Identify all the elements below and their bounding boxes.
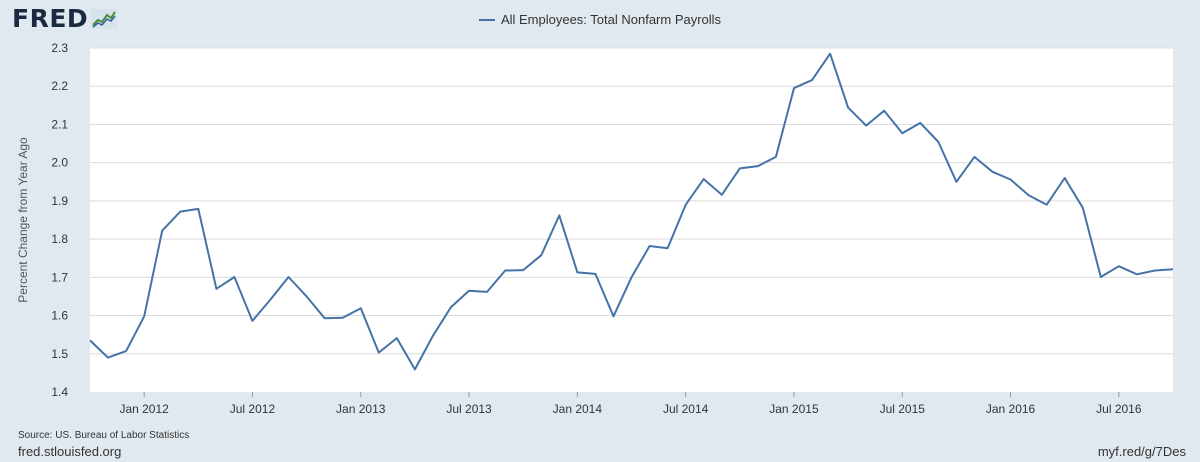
data-point[interactable] [124, 349, 129, 354]
data-point[interactable] [575, 270, 580, 275]
data-point[interactable] [755, 164, 760, 169]
data-point[interactable] [160, 228, 165, 233]
data-point[interactable] [593, 271, 598, 276]
y-tick-label: 1.7 [51, 270, 68, 284]
legend-swatch [478, 18, 495, 21]
y-tick-label: 1.8 [51, 232, 68, 246]
chart-legend: All Employees: Total Nonfarm Payrolls [0, 12, 1200, 27]
logo-text: FRED [12, 4, 89, 33]
data-point[interactable] [936, 140, 941, 145]
data-point[interactable] [485, 289, 490, 294]
data-point[interactable] [882, 108, 887, 113]
data-point[interactable] [864, 123, 869, 128]
data-point[interactable] [214, 286, 219, 291]
data-point[interactable] [503, 268, 508, 273]
data-point[interactable] [394, 336, 399, 341]
data-point[interactable] [900, 131, 905, 136]
y-tick-label: 2.2 [51, 79, 68, 93]
data-point[interactable] [142, 314, 147, 319]
data-point[interactable] [1026, 193, 1031, 198]
data-point[interactable] [918, 120, 923, 125]
data-point[interactable] [286, 275, 291, 280]
data-point[interactable] [1171, 267, 1176, 272]
y-tick-label: 1.9 [51, 194, 68, 208]
data-point[interactable] [1008, 177, 1013, 182]
data-point[interactable] [1134, 272, 1139, 277]
data-point[interactable] [467, 288, 472, 293]
x-tick-label: Jan 2012 [119, 402, 169, 416]
x-tick-label: Jan 2015 [769, 402, 819, 416]
y-tick-labels: 1.4 1.5 1.6 1.7 1.8 1.9 2.0 2.1 2.2 2.3 [51, 41, 68, 399]
data-point[interactable] [972, 154, 977, 159]
y-tick-label: 2.3 [51, 41, 68, 55]
data-point[interactable] [683, 202, 688, 207]
data-point[interactable] [430, 333, 435, 338]
y-tick-label: 1.6 [51, 309, 68, 323]
series-group [88, 51, 1176, 372]
legend-label: All Employees: Total Nonfarm Payrolls [500, 12, 722, 27]
data-point[interactable] [88, 338, 93, 343]
data-point[interactable] [954, 179, 959, 184]
data-point[interactable] [106, 355, 111, 360]
x-tick-label: Jan 2016 [986, 402, 1036, 416]
fred-logo[interactable]: FRED [12, 4, 118, 33]
data-point[interactable] [557, 213, 562, 218]
data-point[interactable] [412, 367, 417, 372]
data-point[interactable] [629, 275, 634, 280]
data-point[interactable] [539, 253, 544, 258]
data-point[interactable] [737, 166, 742, 171]
y-axis-label: Percent Change from Year Ago [16, 137, 30, 303]
line-chart: 1.41.51.61.71.81.92.02.12.22.3 Jan 2012 J… [16, 41, 1176, 416]
x-tick-labels: Jan 2012 Jul 2012 Jan 2013 Jul 2013 Jan 2014… [119, 392, 1142, 416]
data-point[interactable] [376, 350, 381, 355]
series-line[interactable] [89, 52, 1174, 371]
data-point[interactable] [340, 315, 345, 320]
data-point[interactable] [322, 316, 327, 321]
x-tick-label: Jul 2016 [1096, 402, 1142, 416]
data-point[interactable] [304, 294, 309, 299]
data-point[interactable] [196, 206, 201, 211]
data-point[interactable] [647, 244, 652, 249]
data-point[interactable] [250, 318, 255, 323]
data-point[interactable] [773, 154, 778, 159]
data-point[interactable] [178, 209, 183, 214]
data-point[interactable] [1080, 205, 1085, 210]
data-point[interactable] [719, 192, 724, 197]
y-tick-label: 2.0 [51, 156, 68, 170]
y-tick-label: 1.4 [51, 385, 68, 399]
y-tick-label: 1.5 [51, 347, 68, 361]
x-tick-label: Jan 2013 [336, 402, 386, 416]
data-point[interactable] [268, 297, 273, 302]
x-tick-label: Jul 2012 [230, 402, 276, 416]
x-tick-label: Jul 2013 [446, 402, 492, 416]
x-tick-label: Jan 2014 [553, 402, 603, 416]
data-point[interactable] [810, 78, 815, 83]
data-point[interactable] [1153, 268, 1158, 273]
short-url-link[interactable]: myf.red/g/7Des [1097, 444, 1186, 459]
y-tick-label: 2.1 [51, 117, 68, 131]
data-point[interactable] [1062, 176, 1067, 181]
data-point[interactable] [990, 169, 995, 174]
data-point[interactable] [449, 305, 454, 310]
data-point[interactable] [358, 306, 363, 311]
site-link[interactable]: fred.stlouisfed.org [18, 444, 122, 459]
data-point[interactable] [1116, 264, 1121, 269]
data-point[interactable] [846, 105, 851, 110]
data-point[interactable] [1044, 202, 1049, 207]
data-point[interactable] [232, 275, 237, 280]
source-note: Source: US. Bureau of Labor Statistics [18, 430, 190, 441]
x-tick-label: Jul 2014 [663, 402, 709, 416]
data-point[interactable] [828, 51, 833, 56]
chart-trend-icon [91, 8, 118, 29]
data-point[interactable] [1098, 275, 1103, 280]
data-point[interactable] [701, 177, 706, 182]
x-tick-label: Jul 2015 [880, 402, 926, 416]
data-point[interactable] [521, 268, 526, 273]
data-point[interactable] [665, 246, 670, 251]
data-point[interactable] [792, 86, 797, 91]
data-point[interactable] [611, 314, 616, 319]
plot-area [90, 48, 1173, 392]
